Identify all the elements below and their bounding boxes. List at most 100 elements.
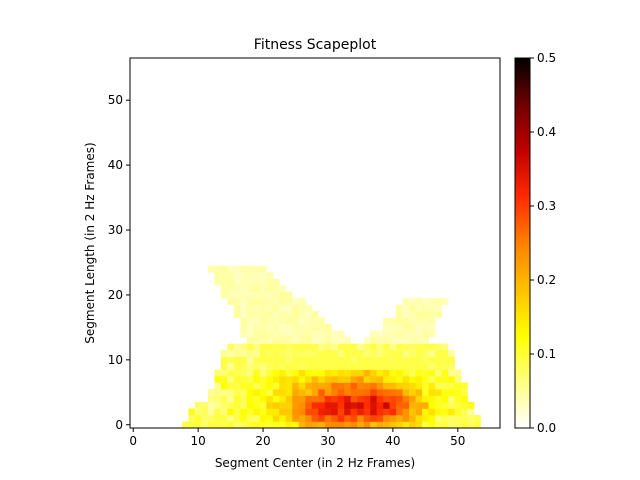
heatmap-cell: [259, 356, 267, 364]
x-tick-label: 20: [255, 434, 270, 448]
heatmap-cell: [318, 363, 326, 370]
heatmap-cell: [324, 402, 332, 409]
heatmap-cell: [428, 382, 436, 390]
heatmap-cell: [389, 421, 397, 428]
heatmap-cell: [292, 343, 300, 351]
heatmap-cell: [240, 304, 248, 312]
heatmap-cell: [246, 395, 254, 403]
heatmap-cell: [220, 395, 228, 403]
heatmap-cell: [272, 291, 280, 299]
heatmap-cell: [363, 343, 371, 351]
heatmap-cell: [292, 350, 300, 357]
heatmap-cell: [402, 402, 410, 409]
heatmap-cell: [363, 337, 371, 344]
heatmap-cell: [409, 324, 416, 331]
heatmap-cell: [285, 369, 293, 377]
heatmap-cell: [441, 350, 449, 357]
heatmap-cell: [201, 402, 209, 409]
heatmap-cell: [448, 421, 455, 428]
heatmap-cell: [383, 337, 390, 344]
heatmap-cell: [266, 311, 274, 318]
heatmap-cell: [454, 382, 462, 390]
heatmap-cell: [311, 389, 319, 396]
heatmap-cell: [279, 330, 287, 338]
heatmap-cell: [233, 382, 241, 390]
heatmap-cell: [227, 415, 235, 422]
heatmap-cell: [435, 304, 442, 312]
heatmap-cell: [448, 350, 455, 357]
y-tick-label: 0: [115, 418, 123, 432]
heatmap-cell: [337, 389, 345, 396]
heatmap-cell: [318, 324, 326, 331]
heatmap-cell: [402, 324, 410, 331]
heatmap-cell: [227, 278, 235, 286]
heatmap-cell: [259, 395, 267, 403]
heatmap-cell: [409, 389, 416, 396]
heatmap-cell: [389, 330, 397, 338]
heatmap-cell: [246, 278, 254, 286]
heatmap-cell: [298, 402, 306, 409]
heatmap-cell: [435, 363, 442, 370]
heatmap-cell: [311, 408, 319, 416]
heatmap-cell: [233, 265, 241, 273]
heatmap-cell: [266, 389, 274, 396]
heatmap-cell: [389, 389, 397, 396]
heatmap-cell: [266, 324, 274, 331]
heatmap-cell: [253, 265, 261, 273]
heatmap-cell: [279, 369, 287, 377]
heatmap-cell: [292, 298, 300, 305]
heatmap-cell: [324, 395, 332, 403]
heatmap-cell: [285, 337, 293, 344]
heatmap-cell: [331, 382, 339, 390]
heatmap-cell: [272, 415, 280, 422]
heatmap-cell: [363, 369, 371, 377]
heatmap-cell: [227, 376, 235, 383]
heatmap-cell: [376, 376, 384, 383]
heatmap-cell: [240, 285, 248, 292]
heatmap-cell: [376, 363, 384, 370]
heatmap-cell: [292, 369, 300, 377]
heatmap-cell: [422, 408, 429, 416]
heatmap-cell: [246, 382, 254, 390]
heatmap-cell: [253, 415, 261, 422]
heatmap-cell: [337, 395, 345, 403]
heatmap-cell: [220, 363, 228, 370]
heatmap-cell: [344, 402, 351, 409]
heatmap-cell: [350, 343, 358, 351]
heatmap-cell: [272, 298, 280, 305]
heatmap-cell: [272, 337, 280, 344]
heatmap-cell: [337, 369, 345, 377]
heatmap-cell: [246, 415, 254, 422]
heatmap-cell: [227, 369, 235, 377]
heatmap-cell: [435, 402, 442, 409]
heatmap-cell: [272, 278, 280, 286]
heatmap-cell: [383, 376, 390, 383]
heatmap-cell: [350, 382, 358, 390]
heatmap-cell: [318, 343, 326, 351]
heatmap-cell: [448, 369, 455, 377]
heatmap-cell: [474, 415, 481, 422]
heatmap-cell: [292, 376, 300, 383]
heatmap-cell: [337, 356, 345, 364]
heatmap-cell: [435, 376, 442, 383]
heatmap-cell: [246, 265, 254, 273]
heatmap-cell: [415, 369, 423, 377]
heatmap-cell: [357, 389, 364, 396]
heatmap-cell: [402, 304, 410, 312]
heatmap-cell: [376, 343, 384, 351]
heatmap-cell: [363, 402, 371, 409]
heatmap-cell: [285, 350, 293, 357]
heatmap-cell: [331, 356, 339, 364]
colorbar-tick-label: 0.5: [537, 51, 556, 65]
heatmap-cell: [292, 389, 300, 396]
heatmap-cell: [428, 304, 436, 312]
heatmap-cell: [428, 363, 436, 370]
heatmap-cell: [253, 317, 261, 325]
heatmap-cell: [448, 376, 455, 383]
heatmap-cell: [285, 304, 293, 312]
heatmap-cell: [331, 376, 339, 383]
heatmap-cell: [370, 356, 377, 364]
heatmap-cell: [396, 395, 403, 403]
heatmap-cell: [448, 356, 455, 364]
heatmap-cell: [370, 337, 377, 344]
